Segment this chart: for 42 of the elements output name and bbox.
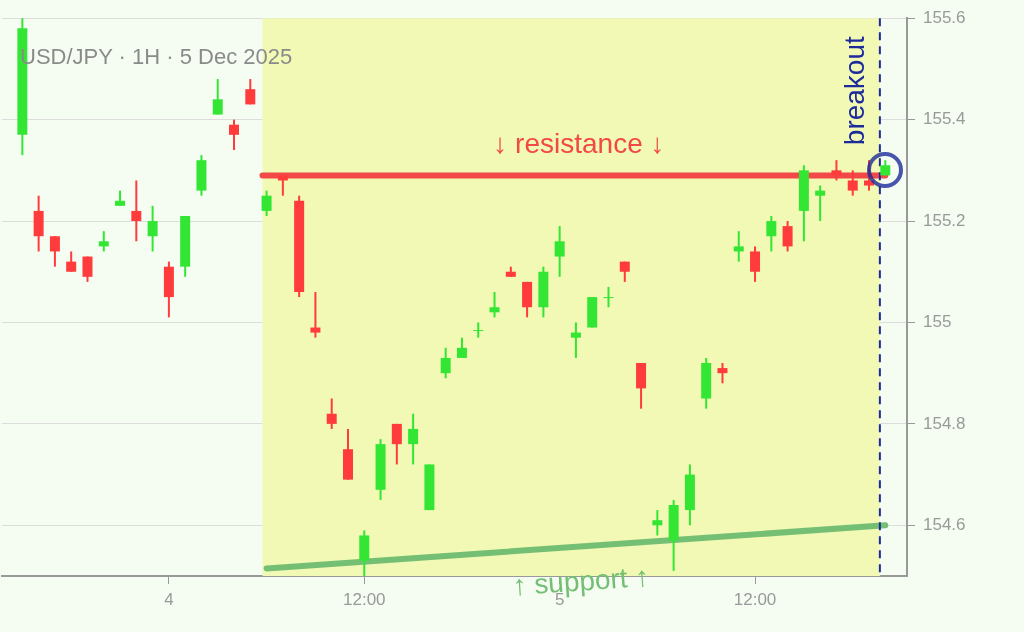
candlestick [66,250,77,273]
y-tick-label: 154.6 [923,514,966,534]
candlestick [98,230,109,253]
candlestick [847,169,858,197]
y-tick-label: 155.4 [923,109,966,129]
candlestick [391,422,402,466]
candlestick [554,225,565,278]
candlestick [229,118,240,152]
y-tick-label: 155.6 [923,7,966,27]
candlestick [408,412,419,466]
candlestick [277,174,288,197]
candlestick [733,230,744,263]
x-tick-label: 4 [164,589,174,609]
x-tick-label: 12:00 [733,589,777,609]
candlestick [212,78,223,116]
candlestick [147,204,158,253]
x-tick-label: 12:00 [343,589,386,609]
candlestick [782,220,793,253]
candlestick [570,321,581,359]
candlestick [473,321,484,339]
candlestick [326,397,337,430]
candlestick [750,245,761,283]
candlestick [49,235,60,268]
candlestick [652,509,663,537]
y-tick-label: 155 [923,312,952,332]
candlestick [131,179,142,243]
candlestick [815,184,826,223]
candlestick [456,336,467,359]
ref-line-label: breakout [838,35,870,146]
y-tick-label: 154.8 [923,413,966,433]
candlestick [489,291,500,319]
y-tick-label: 155.2 [923,210,966,230]
candlestick [82,255,93,283]
candlestick [717,362,728,385]
candlestick [831,159,842,182]
candlestick [766,214,777,253]
candlestick [440,346,451,380]
candlestick [310,291,321,339]
candlestick [603,285,614,309]
candlestick [245,78,256,106]
annotation: ↓ resistance ↓ [493,128,665,160]
candlestick [261,189,272,217]
